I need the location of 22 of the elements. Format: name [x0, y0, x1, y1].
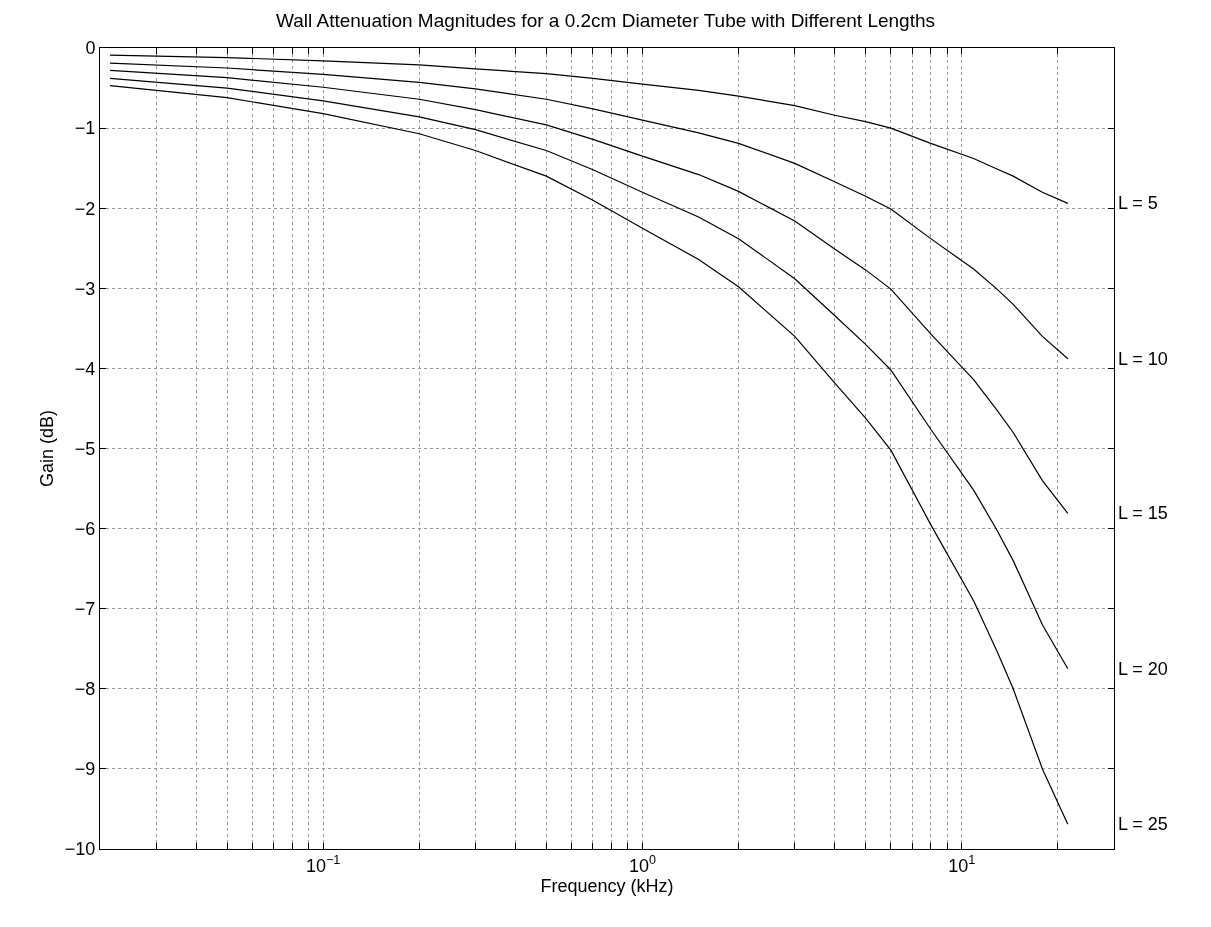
y-tick-label: −5: [74, 438, 96, 459]
text: L = 15: [1118, 503, 1168, 523]
y-tick-label: −4: [74, 358, 96, 379]
legend-label: L = 10: [1118, 349, 1168, 369]
y-tick-label: −9: [74, 759, 96, 780]
x-tick-label: 10$^{1}$: [948, 853, 976, 876]
legend-label: L = 5: [1118, 193, 1158, 213]
text: L = 20: [1118, 659, 1168, 679]
y-tick-label: −8: [74, 679, 96, 700]
y-tick-label: −10: [64, 839, 96, 860]
y-tick-label: −2: [74, 198, 96, 219]
x-tick-label: 10$^{0}$: [628, 853, 656, 876]
x-axis-title: Frequency (kHz): [540, 875, 674, 896]
y-tick-label: −6: [74, 518, 96, 539]
y-tick-label: 0: [85, 38, 96, 59]
y-tick-label: −7: [74, 599, 96, 619]
text: L = 25: [1118, 814, 1168, 834]
y-axis-title: Gain (dB): [37, 409, 58, 488]
x-tick-label: 10$^{−1}$: [305, 853, 341, 876]
chart-title: Wall Attenuation Magnitudes for a 0.2cm Diameter Tube with Different Lengths: [275, 10, 936, 32]
y-tick-label: −3: [74, 278, 96, 299]
y-tick-label: −1: [74, 118, 96, 139]
